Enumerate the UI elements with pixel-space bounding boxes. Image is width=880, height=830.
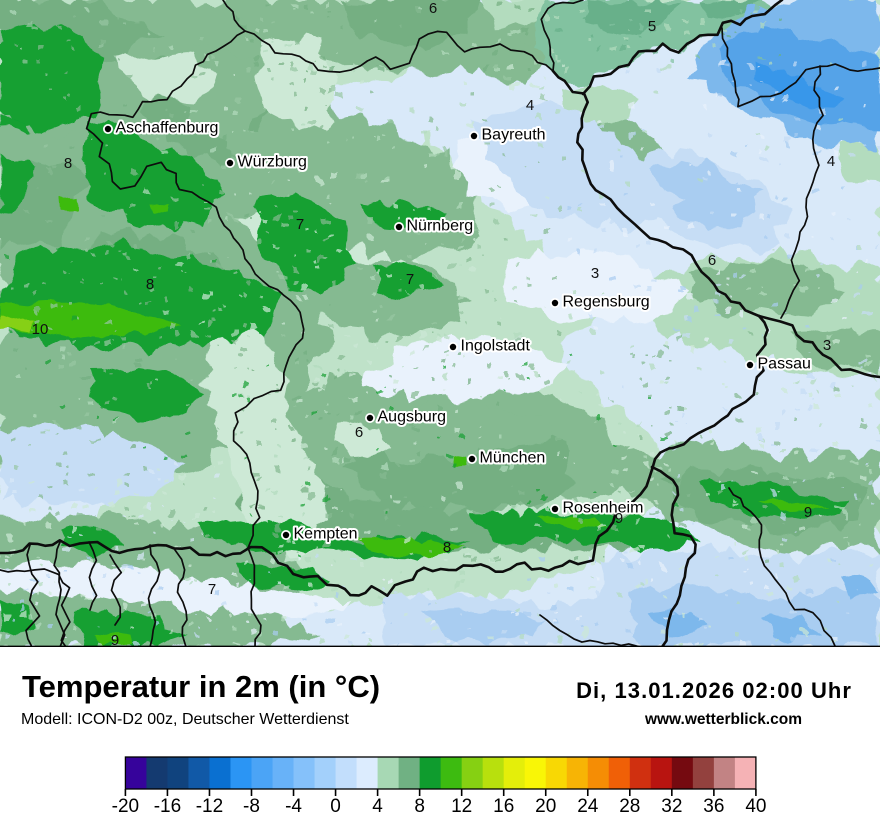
svg-text:36: 36 [703,796,724,817]
svg-text:-12: -12 [196,796,223,817]
svg-text:Augsburg: Augsburg [378,409,447,426]
svg-text:20: 20 [535,796,556,817]
svg-text:-16: -16 [154,796,181,817]
svg-text:Aschaffenburg: Aschaffenburg [116,120,219,137]
svg-text:7: 7 [296,216,304,233]
svg-text:Rosenheim: Rosenheim [563,500,644,517]
svg-text:7: 7 [208,581,216,598]
svg-text:24: 24 [577,796,599,817]
svg-text:-8: -8 [243,796,260,817]
svg-text:München: München [480,450,546,467]
svg-text:Würzburg: Würzburg [238,154,307,171]
svg-text:3: 3 [823,337,831,354]
svg-text:-20: -20 [112,796,139,817]
svg-text:4: 4 [372,796,383,817]
svg-text:8: 8 [414,796,425,817]
svg-text:Nürnberg: Nürnberg [407,218,474,235]
svg-text:16: 16 [493,796,514,817]
svg-text:8: 8 [443,539,451,556]
svg-text:0: 0 [330,796,341,817]
svg-text:9: 9 [804,504,812,521]
svg-text:12: 12 [451,796,472,817]
svg-text:8: 8 [64,155,72,172]
svg-text:6: 6 [708,252,716,269]
svg-text:9: 9 [111,632,119,647]
svg-text:6: 6 [429,0,437,17]
svg-text:-4: -4 [285,796,302,817]
svg-text:3: 3 [591,265,599,282]
svg-text:6: 6 [355,424,363,441]
svg-text:Regensburg: Regensburg [563,294,650,311]
svg-text:Passau: Passau [758,356,811,373]
svg-text:5: 5 [648,18,656,35]
svg-text:Kempten: Kempten [294,526,358,543]
svg-text:4: 4 [526,97,534,114]
svg-text:32: 32 [661,796,682,817]
svg-text:Bayreuth: Bayreuth [482,127,546,144]
svg-text:4: 4 [827,153,835,170]
svg-text:9: 9 [615,510,623,527]
svg-text:7: 7 [406,271,414,288]
svg-text:Ingolstadt: Ingolstadt [461,338,531,355]
svg-text:28: 28 [619,796,640,817]
svg-text:40: 40 [745,796,766,817]
svg-text:8: 8 [146,276,154,293]
svg-text:10: 10 [32,321,49,338]
